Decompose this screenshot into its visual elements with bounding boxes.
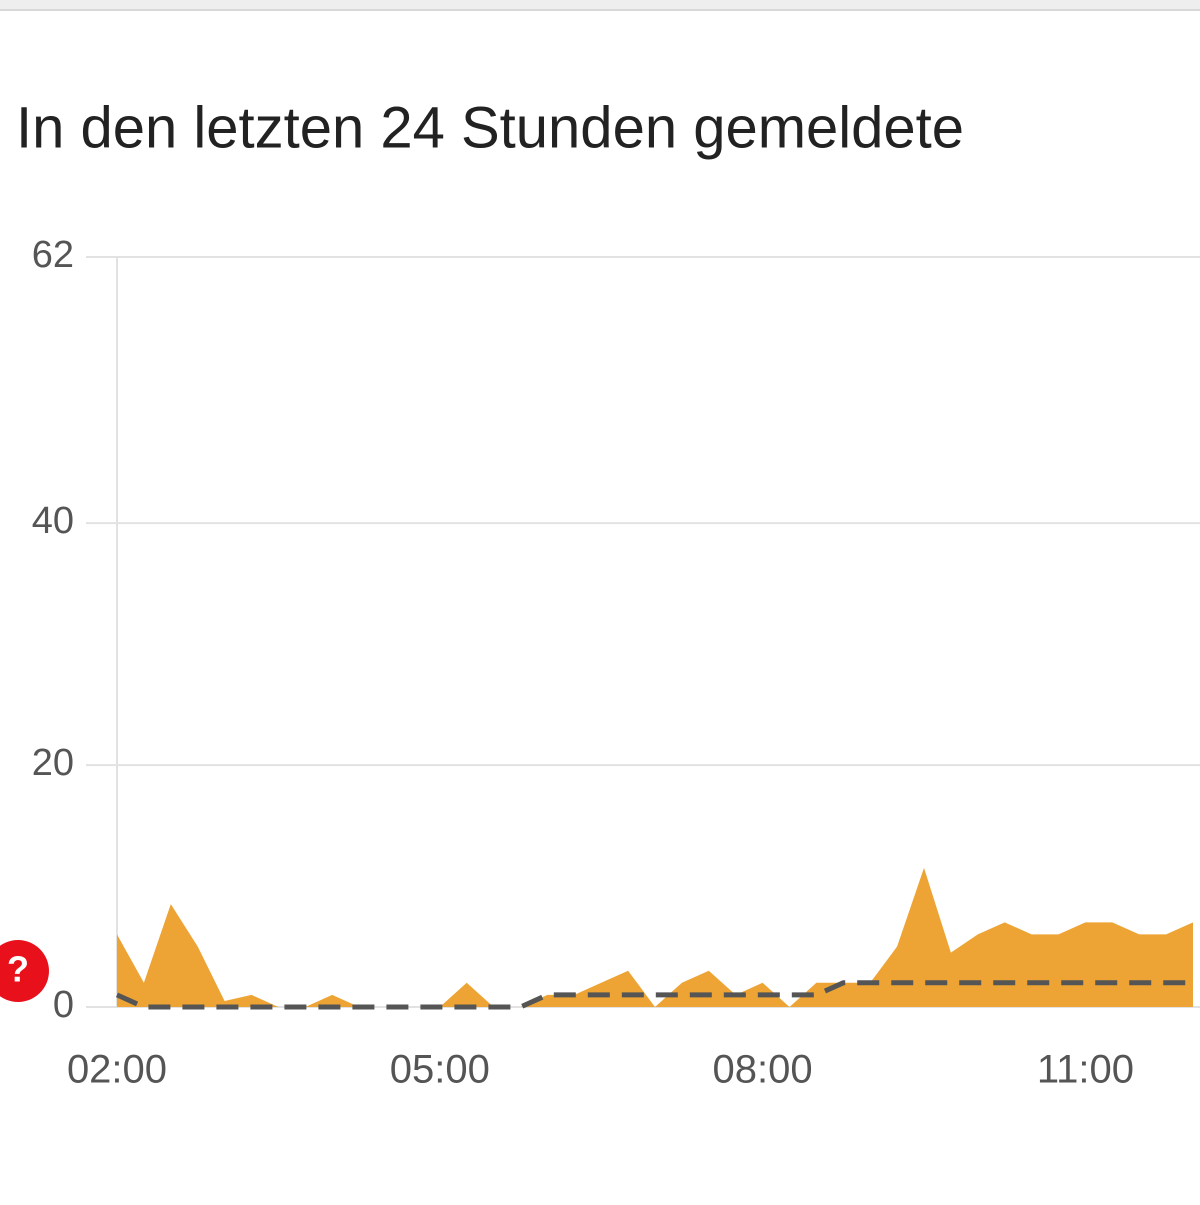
plot: 0 20 40 62 02:00 05:00 08:00 11:00 [32,234,1200,1092]
x-tick-label: 11:00 [1037,1048,1134,1092]
alert-icon [0,940,49,1002]
x-tick-label: 05:00 [390,1048,490,1092]
chart-title: In den letzten 24 Stunden gemeldete [16,95,964,160]
x-tick-label: 08:00 [713,1048,813,1092]
baseline-line [115,980,1193,1010]
y-tick-label: 0 [53,984,74,1026]
top-bar [0,0,1200,10]
alert-icon-label: ? [7,949,29,990]
x-tick-label: 02:00 [67,1048,167,1092]
y-tick-label: 62 [32,234,74,276]
y-tick-label: 20 [32,742,74,784]
y-tick-label: 40 [32,500,74,542]
area [117,867,1193,1007]
